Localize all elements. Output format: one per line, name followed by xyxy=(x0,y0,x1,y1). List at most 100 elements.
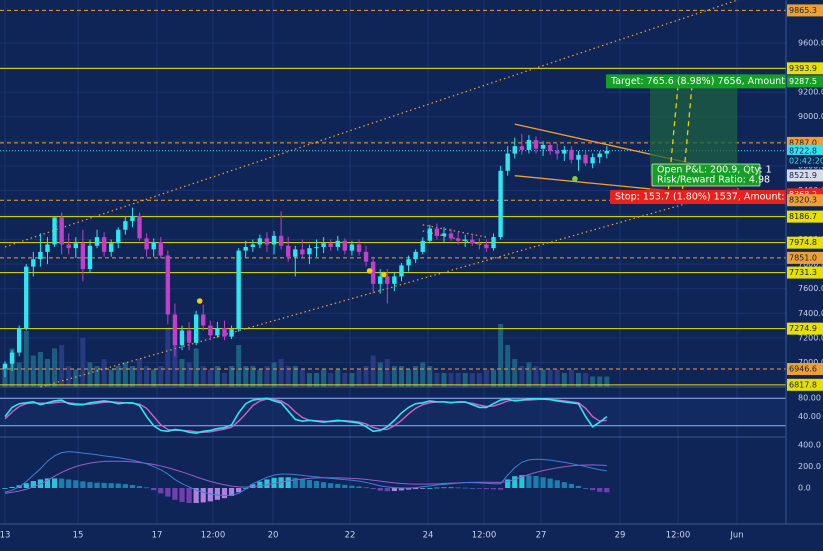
level-tag xyxy=(787,62,823,75)
candle xyxy=(420,237,425,255)
volume-bar xyxy=(483,369,489,387)
profit-zone xyxy=(650,81,737,176)
volume-bar xyxy=(30,355,36,387)
candle xyxy=(293,245,298,277)
candle xyxy=(243,240,248,258)
candle-body xyxy=(2,363,8,369)
candle-body xyxy=(484,244,489,249)
trendline xyxy=(422,230,487,247)
candle xyxy=(505,146,510,176)
candle-body xyxy=(158,242,163,256)
volume-bar xyxy=(335,369,341,387)
volume-bar xyxy=(236,345,242,387)
macd-histogram-bar xyxy=(23,483,29,488)
volume-bar xyxy=(540,369,546,387)
volume-bar xyxy=(575,373,581,387)
candle xyxy=(16,325,22,357)
volume-bar xyxy=(363,366,369,387)
candle-body xyxy=(448,233,454,239)
candle xyxy=(385,269,390,304)
price-tick-label: 7800.0 xyxy=(798,260,823,269)
volume-bar xyxy=(568,369,574,387)
candle-body xyxy=(59,217,64,245)
volume-bar xyxy=(441,373,447,387)
candle xyxy=(540,141,546,157)
volume-bar xyxy=(476,373,482,387)
candle xyxy=(144,233,149,257)
macd-histogram-bar xyxy=(398,488,405,491)
level-tag-label: 9865.3 xyxy=(789,6,817,15)
candle-body xyxy=(413,251,418,260)
volume-bar xyxy=(406,369,412,387)
macd-histogram-bar xyxy=(200,488,206,503)
macd-histogram-bar xyxy=(321,482,327,488)
time-axis[interactable]: 13 15 17 12:00 20 22 24 12:00 27 29 12:00 Jun xyxy=(0,523,823,541)
level-tag-label: 7974.8 xyxy=(789,238,817,247)
macd-histogram-bar xyxy=(349,485,355,488)
volume-bar xyxy=(144,366,150,387)
candle xyxy=(264,232,270,252)
macd-histogram-bar xyxy=(66,479,72,488)
macd-histogram-bar xyxy=(462,487,468,489)
volume-bar xyxy=(66,366,72,387)
macd-histogram-bar xyxy=(547,478,553,488)
price-tick-label: 9200.0 xyxy=(798,88,823,97)
open-pnl-box xyxy=(651,163,761,187)
volume-bar xyxy=(229,366,235,387)
stochastic-pane[interactable] xyxy=(0,397,786,434)
candle xyxy=(208,320,213,341)
volume-bar xyxy=(115,366,121,387)
candle xyxy=(370,256,376,294)
level-tag-label: 9393.9 xyxy=(789,64,817,73)
macd-histogram-bar xyxy=(101,482,107,488)
candle xyxy=(278,211,284,250)
candle xyxy=(45,237,50,265)
stoch-tick-label: 80.00 xyxy=(798,394,821,403)
volume-bar xyxy=(391,366,397,387)
candle-body xyxy=(165,255,171,315)
candle-body xyxy=(363,251,369,262)
volume-bar xyxy=(243,366,249,387)
volume-bar xyxy=(533,366,539,387)
volume-bar xyxy=(583,373,589,387)
candle-body xyxy=(80,243,86,270)
volume-bar xyxy=(420,362,426,387)
candle-body xyxy=(193,314,199,343)
candle-body xyxy=(470,239,475,244)
price-axis[interactable]: 9600.09400.09200.09000.08800.08600.08400… xyxy=(785,0,823,547)
candle xyxy=(406,255,411,272)
candle xyxy=(314,239,319,257)
volume-bar xyxy=(278,359,284,387)
candle xyxy=(165,250,171,325)
level-tag-label: 8787.0 xyxy=(789,138,817,147)
candle-body xyxy=(441,233,447,236)
signal-dot xyxy=(366,268,373,274)
long-position-tool[interactable]: Target: 765.6 (8.98%) 7656, Amount: 1765… xyxy=(606,74,815,204)
volume-bar xyxy=(59,345,65,387)
volume-bar xyxy=(547,369,553,387)
candle xyxy=(222,320,227,341)
candle-body xyxy=(45,244,50,252)
macd-histogram-bar xyxy=(597,488,603,492)
level-tag xyxy=(787,251,823,264)
level-tag-label: 8722.8 xyxy=(789,146,817,155)
macd-pane[interactable] xyxy=(2,451,610,503)
candle xyxy=(179,325,185,351)
candle xyxy=(38,233,43,267)
volume-bar xyxy=(356,369,362,387)
candle xyxy=(349,240,355,256)
level-tag-label: 6946.6 xyxy=(789,364,817,373)
time-tick-label: Jun xyxy=(729,531,743,541)
candle xyxy=(441,227,447,243)
level-tag-label: 7731.3 xyxy=(789,268,817,277)
price-tick-label: 7000.0 xyxy=(798,358,823,367)
level-tag-label: 8320.3 xyxy=(789,196,817,205)
candle xyxy=(356,239,362,256)
macd-histogram-bar xyxy=(590,488,596,491)
candle-body xyxy=(406,259,411,266)
candle-body xyxy=(590,157,595,164)
candle-body xyxy=(243,246,248,251)
volume-bar xyxy=(512,359,518,387)
